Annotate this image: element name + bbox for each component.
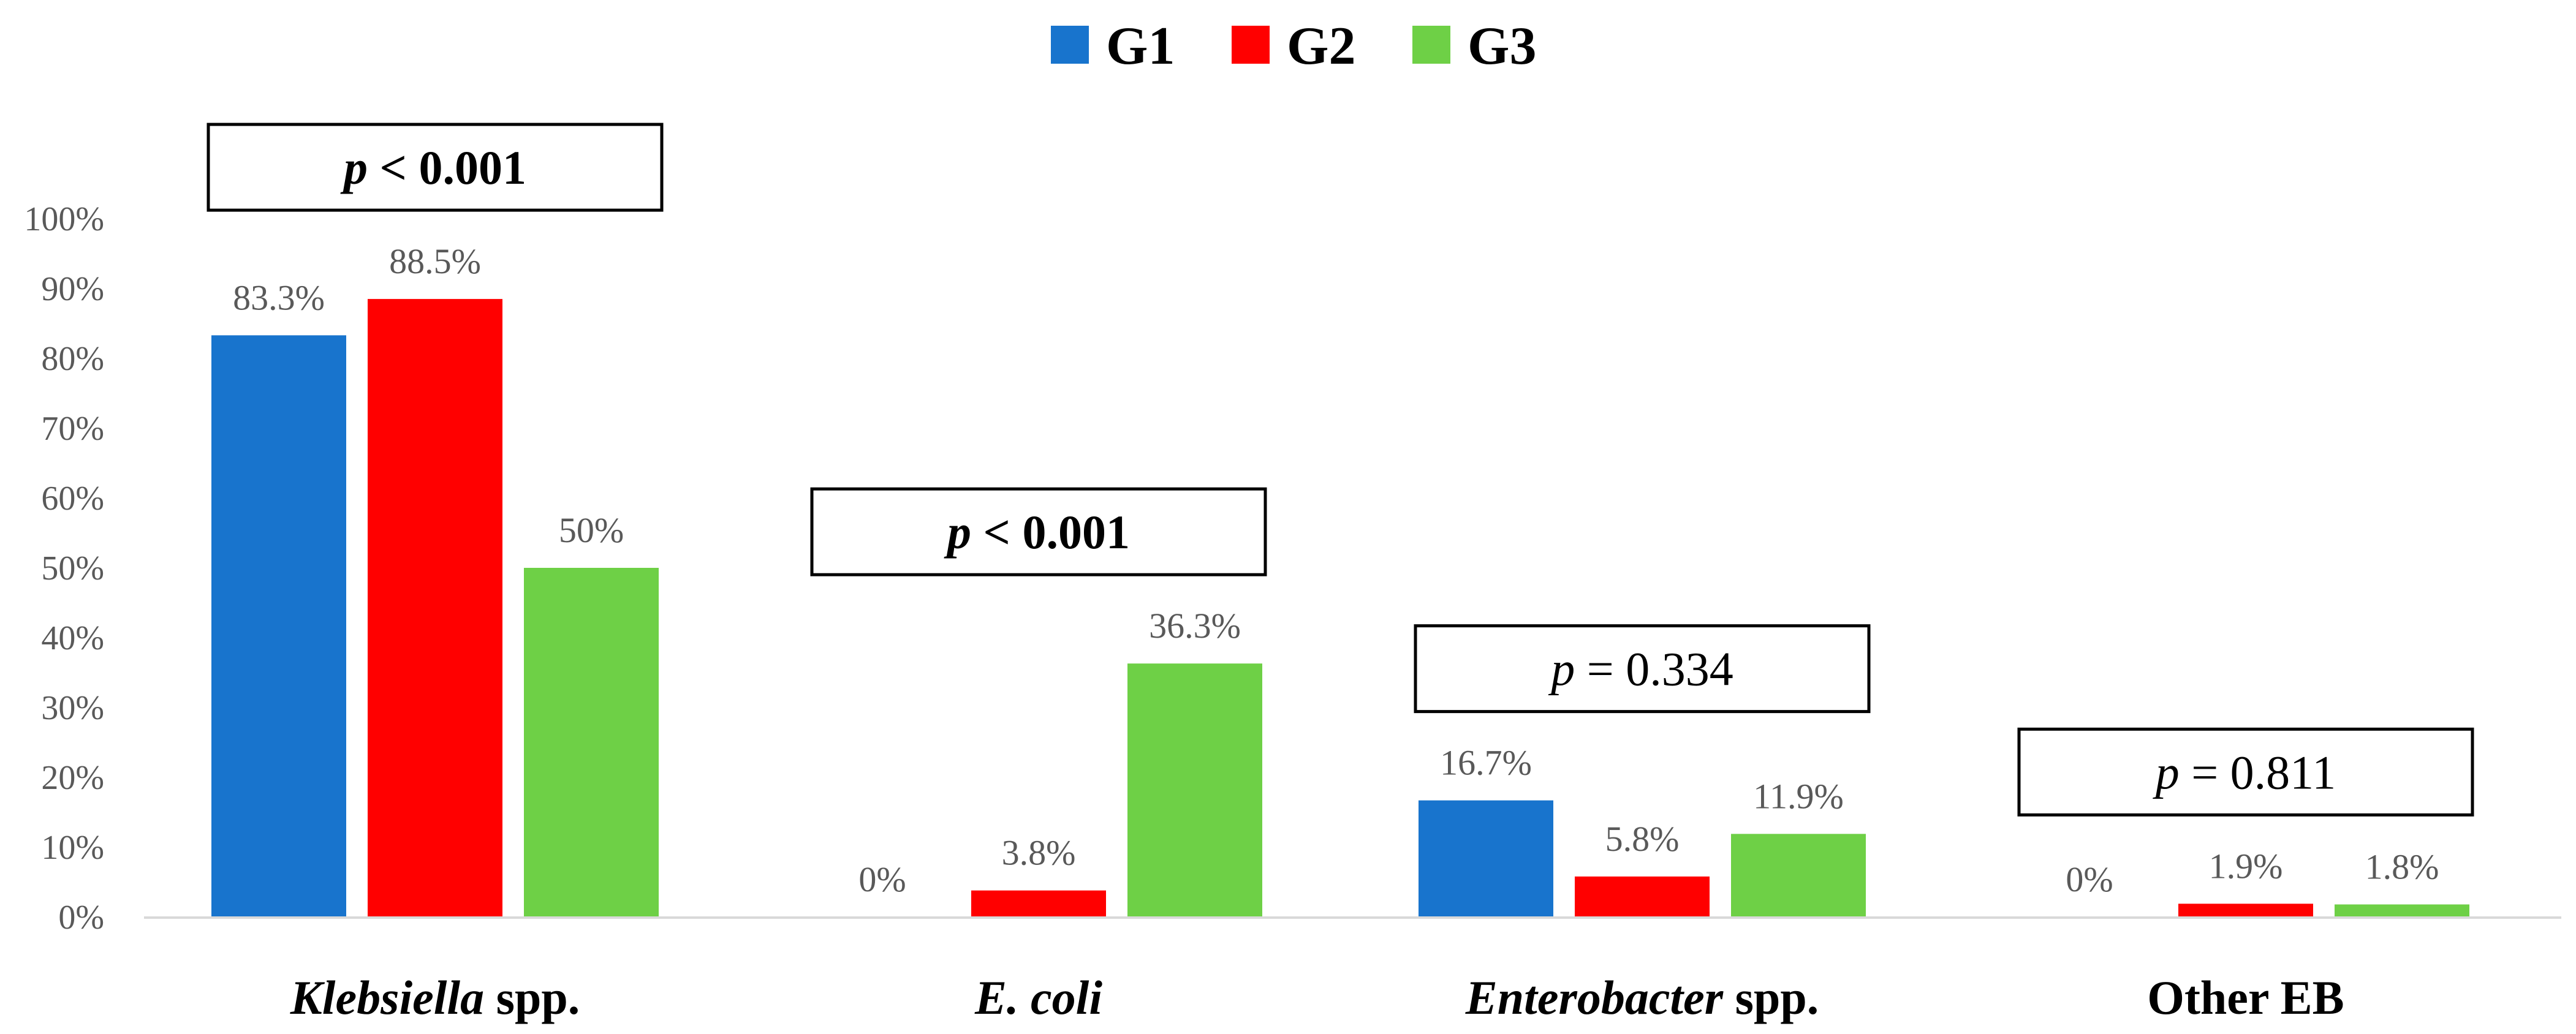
- p-operator-value: < 0.001: [368, 141, 526, 194]
- data-label-e-coli-g2: 3.8%: [1002, 833, 1076, 873]
- y-tick-label: 40%: [41, 619, 104, 657]
- legend-label-g2: G2: [1287, 17, 1355, 76]
- legend-label-g3: G3: [1468, 17, 1536, 76]
- y-tick-label: 90%: [41, 270, 104, 308]
- x-category-label-klebsiella-spp: Klebsiella spp.: [290, 971, 580, 1024]
- bar-klebsiella-spp-g1: [211, 335, 346, 917]
- p-symbol: p: [1548, 643, 1575, 696]
- bar-e-coli-g2: [971, 890, 1106, 917]
- p-value-box-e-coli: p < 0.001: [810, 487, 1267, 576]
- data-label-enterobacter-spp-g1: 16.7%: [1440, 743, 1532, 783]
- p-operator-value: = 0.811: [2180, 745, 2336, 799]
- p-value-box-klebsiella-spp: p < 0.001: [206, 123, 664, 212]
- y-tick-label: 30%: [41, 689, 104, 727]
- bar-klebsiella-spp-g3: [524, 568, 659, 917]
- p-value-box-border: [810, 487, 1267, 576]
- x-category-label-enterobacter-spp: Enterobacter spp.: [1465, 971, 1819, 1024]
- y-tick-label: 20%: [41, 759, 104, 797]
- p-value-box-border: [2017, 727, 2474, 817]
- bar-klebsiella-spp-g2: [368, 299, 502, 918]
- x-axis: Klebsiella spp. E. coli Enterobacter spp. O…: [144, 916, 2561, 1024]
- data-label-e-coli-g1: 0%: [858, 859, 906, 899]
- bar-enterobacter-spp-g2: [1575, 876, 1710, 917]
- y-tick-label: 80%: [41, 340, 104, 378]
- p-value-box-border: [1414, 624, 1871, 714]
- bar-other-eb-g2: [2178, 904, 2313, 917]
- bars: [211, 299, 2469, 918]
- y-tick-label: 50%: [41, 549, 104, 587]
- category-label-part: Other EB: [2147, 971, 2344, 1024]
- data-label-other-eb-g1: 0%: [2066, 859, 2113, 899]
- legend: G1 G2 G3: [1051, 17, 1536, 76]
- x-category-label-other-eb: Other EB: [2147, 971, 2344, 1024]
- data-label-klebsiella-spp-g2: 88.5%: [389, 241, 481, 281]
- p-operator-value: < 0.001: [971, 505, 1130, 559]
- bar-other-eb-g3: [2335, 904, 2469, 917]
- y-tick-label: 70%: [41, 410, 104, 448]
- legend-swatch-g2: [1232, 26, 1270, 64]
- p-value-text: p = 0.334: [1548, 643, 1733, 696]
- p-value-box-border: [206, 123, 664, 212]
- bar-enterobacter-spp-g1: [1419, 800, 1553, 917]
- category-label-part: Enterobacter: [1465, 971, 1724, 1024]
- y-tick-label: 0%: [58, 899, 104, 937]
- y-tick-label: 60%: [41, 480, 104, 518]
- data-label-e-coli-g3: 36.3%: [1149, 606, 1241, 646]
- category-label-part: spp.: [1723, 971, 1819, 1024]
- data-label-klebsiella-spp-g1: 83.3%: [233, 277, 325, 317]
- data-label-enterobacter-spp-g3: 11.9%: [1753, 776, 1844, 816]
- data-labels: 83.3% 88.5% 50% 0% 3.8% 36.3% 16.7% 5.8% 11.9% 0%…: [233, 241, 2439, 899]
- p-symbol: p: [2153, 745, 2180, 799]
- data-label-other-eb-g2: 1.9%: [2209, 846, 2283, 886]
- legend-label-g1: G1: [1106, 17, 1175, 76]
- data-label-enterobacter-spp-g2: 5.8%: [1605, 819, 1680, 859]
- category-label-part: Klebsiella: [290, 971, 484, 1024]
- data-label-other-eb-g3: 1.8%: [2365, 847, 2439, 886]
- legend-swatch-g1: [1051, 26, 1089, 64]
- category-label-part: spp.: [484, 971, 580, 1024]
- x-category-label-e-coli: E. coli: [974, 971, 1102, 1024]
- bar-e-coli-g3: [1127, 663, 1262, 917]
- p-symbol: p: [944, 505, 971, 559]
- p-operator-value: = 0.334: [1575, 643, 1733, 696]
- p-value-box-other-eb: p = 0.811: [2017, 727, 2474, 817]
- data-label-klebsiella-spp-g3: 50%: [559, 510, 624, 550]
- y-tick-label: 100%: [24, 200, 104, 238]
- legend-swatch-g3: [1412, 26, 1450, 64]
- y-axis: 0% 10% 20% 30% 40% 50% 60% 70% 80% 90% 100%: [24, 200, 104, 937]
- p-value-text: p < 0.001: [944, 505, 1130, 559]
- p-value-box-enterobacter-spp: p = 0.334: [1414, 624, 1871, 714]
- p-value-text: p = 0.811: [2153, 745, 2336, 799]
- p-symbol: p: [340, 141, 368, 194]
- p-value-text: p < 0.001: [340, 141, 526, 194]
- bar-enterobacter-spp-g3: [1731, 834, 1866, 917]
- y-tick-label: 10%: [41, 829, 104, 867]
- category-label-part: E. coli: [974, 971, 1102, 1024]
